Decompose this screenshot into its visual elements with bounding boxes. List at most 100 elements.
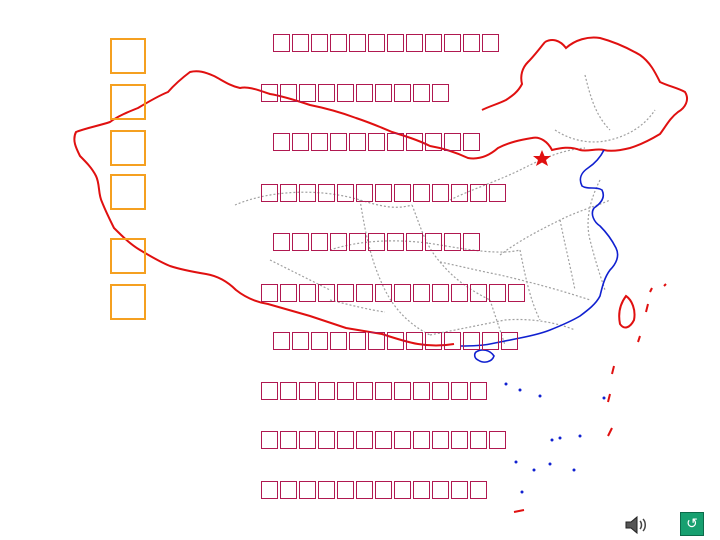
text-line-5 (273, 229, 482, 253)
glyph-box (368, 133, 385, 151)
glyph-box (387, 332, 404, 350)
glyph-box (375, 481, 392, 499)
glyph-box (273, 332, 290, 350)
glyph-box (349, 332, 366, 350)
glyph-box (387, 34, 404, 52)
text-line-1 (273, 30, 501, 54)
glyph-box (368, 332, 385, 350)
province-boundaries (234, 74, 656, 346)
glyph-box (330, 133, 347, 151)
glyph-box (444, 233, 461, 251)
glyph-box (413, 84, 430, 102)
glyph-box (432, 481, 449, 499)
glyph-box (413, 431, 430, 449)
glyph-box (470, 184, 487, 202)
title-char-box (110, 84, 146, 120)
glyph-box (356, 382, 373, 400)
glyph-box (273, 34, 290, 52)
text-line-7 (273, 328, 520, 352)
glyph-box (406, 332, 423, 350)
glyph-box (482, 332, 499, 350)
glyph-box (470, 481, 487, 499)
glyph-box (413, 382, 430, 400)
glyph-box (406, 133, 423, 151)
glyph-box (432, 84, 449, 102)
glyph-box (444, 332, 461, 350)
glyph-box (508, 284, 525, 302)
text-line-4 (261, 180, 508, 204)
glyph-box (261, 184, 278, 202)
glyph-box (337, 481, 354, 499)
glyph-box (280, 284, 297, 302)
glyph-box (318, 431, 335, 449)
glyph-box (356, 84, 373, 102)
glyph-box (489, 431, 506, 449)
glyph-box (337, 284, 354, 302)
glyph-box (280, 84, 297, 102)
glyph-box (349, 34, 366, 52)
glyph-box (375, 431, 392, 449)
text-line-2 (261, 80, 451, 104)
glyph-box (394, 382, 411, 400)
glyph-box (318, 284, 335, 302)
glyph-box (489, 184, 506, 202)
glyph-box (432, 382, 449, 400)
glyph-box (463, 332, 480, 350)
glyph-box (318, 184, 335, 202)
glyph-box (394, 284, 411, 302)
national-border (73, 36, 688, 347)
text-line-9 (261, 427, 508, 451)
text-line-6 (261, 280, 527, 304)
glyph-box (311, 133, 328, 151)
glyph-box (463, 34, 480, 52)
glyph-box (299, 481, 316, 499)
glyph-box (375, 184, 392, 202)
glyph-box (375, 84, 392, 102)
glyph-box (299, 431, 316, 449)
glyph-box (299, 382, 316, 400)
glyph-box (356, 284, 373, 302)
glyph-box (444, 133, 461, 151)
speaker-icon[interactable] (624, 514, 650, 536)
text-line-3 (273, 129, 482, 153)
taiwan-island (618, 294, 636, 329)
glyph-box (375, 284, 392, 302)
glyph-box (470, 284, 487, 302)
glyph-box (273, 233, 290, 251)
glyph-box (425, 233, 442, 251)
glyph-box (368, 34, 385, 52)
glyph-box (261, 382, 278, 400)
glyph-box (280, 481, 297, 499)
northeast-border (481, 41, 546, 111)
glyph-box (394, 481, 411, 499)
title-char-box (110, 174, 146, 210)
glyph-box (470, 431, 487, 449)
glyph-box (356, 481, 373, 499)
glyph-box (413, 184, 430, 202)
glyph-box (489, 284, 506, 302)
return-arrow-icon[interactable]: ↺ (680, 512, 704, 536)
glyph-box (318, 84, 335, 102)
coastline (459, 149, 619, 347)
glyph-box (261, 284, 278, 302)
title-char-box (110, 238, 146, 274)
glyph-box (432, 431, 449, 449)
glyph-box (292, 332, 309, 350)
glyph-box (330, 233, 347, 251)
glyph-box (280, 184, 297, 202)
maritime-boundary (513, 283, 667, 513)
glyph-box (261, 481, 278, 499)
glyph-box (280, 382, 297, 400)
glyph-box (482, 34, 499, 52)
glyph-box (406, 233, 423, 251)
hainan-island (473, 349, 495, 363)
glyph-box (451, 431, 468, 449)
glyph-box (394, 184, 411, 202)
glyph-box (387, 133, 404, 151)
glyph-box (273, 133, 290, 151)
glyph-box (311, 233, 328, 251)
glyph-box (444, 34, 461, 52)
glyph-box (299, 184, 316, 202)
glyph-box (299, 84, 316, 102)
glyph-box (280, 431, 297, 449)
